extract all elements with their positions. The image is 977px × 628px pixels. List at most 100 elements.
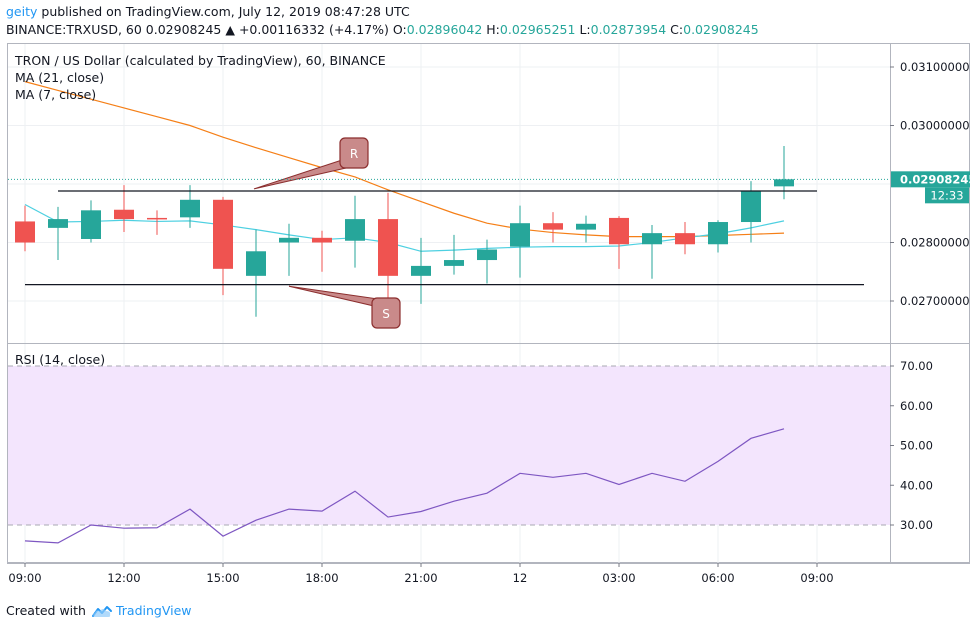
- candle-06:00: [708, 220, 728, 253]
- footer: Created with TradingView: [6, 603, 192, 618]
- candle-body: [213, 199, 233, 269]
- candle-body: [609, 217, 629, 245]
- price-axis[interactable]: 0.03100000 0.03000000 0.02800000 0.02700000…: [890, 60, 976, 308]
- ohlc-close-key: C:: [670, 22, 684, 37]
- rsi-tick-label: 30.00: [900, 518, 933, 532]
- candle-body: [114, 209, 134, 220]
- published-text: published on TradingView.com, July 12, 2…: [41, 4, 410, 19]
- candle-body: [411, 265, 431, 276]
- up-triangle-icon: ▲: [225, 22, 235, 37]
- ma7-line: [24, 203, 785, 252]
- callout-label: R: [350, 147, 358, 161]
- candle-08:00: [774, 145, 794, 200]
- countdown-tag-label: 12:33: [930, 188, 963, 202]
- candle-body: [708, 222, 728, 245]
- ohlc-high-value: 0.02965251: [499, 22, 576, 37]
- last-price: 0.02908245: [145, 22, 222, 37]
- candle-17:00: [279, 223, 299, 276]
- created-with-label: Created with: [6, 603, 86, 618]
- candle-14:00: [180, 185, 200, 228]
- rsi-line: [24, 428, 785, 544]
- ma21-series: [24, 81, 785, 238]
- ohlc-close-value: 0.02908245: [683, 22, 759, 37]
- countdown-tag: [925, 187, 969, 204]
- price-tick-label: 0.02700000: [900, 294, 970, 308]
- candle-04:00: [642, 224, 662, 279]
- candle-11:00: [81, 200, 101, 243]
- candle-body: [279, 237, 299, 243]
- candle-12:00: [114, 185, 134, 232]
- candle-07:00: [741, 181, 761, 243]
- legend-rsi[interactable]: RSI (14, close): [15, 352, 105, 367]
- candle-body: [147, 217, 167, 220]
- ma21-line: [24, 81, 785, 238]
- time-tick-label: 15:00: [206, 571, 239, 585]
- annotations[interactable]: RS: [253, 137, 401, 329]
- legend-ma7[interactable]: MA (7, close): [15, 87, 96, 102]
- time-axis[interactable]: 09:00 12:00 15:00 18:00 21:00 12 03:00 06:00 09:…: [8, 563, 834, 585]
- candle-18:00: [312, 230, 332, 272]
- price-change: +0.00116332 (+4.17%): [238, 22, 389, 37]
- candle-03:00: [609, 216, 629, 269]
- candles: [15, 145, 794, 317]
- callout-R: R: [253, 137, 369, 190]
- time-tick-label: 09:00: [800, 571, 833, 585]
- tradingview-cloud-icon: [91, 605, 112, 617]
- symbol-line: BINANCE:TRXUSD, 60: [6, 22, 142, 37]
- candle-body: [642, 233, 662, 245]
- candle-21:00: [411, 237, 431, 304]
- ohlc-high-key: H:: [486, 22, 500, 37]
- symbol-info: BINANCE:TRXUSD, 60 0.02908245 ▲ +0.00116…: [6, 22, 759, 37]
- candle-12: [510, 205, 530, 278]
- author-name[interactable]: geity: [6, 4, 38, 19]
- candle-16:00: [246, 229, 266, 317]
- callout-box: [339, 137, 369, 169]
- time-tick-label: 06:00: [701, 571, 734, 585]
- candle-body: [312, 237, 332, 243]
- legend-ma21[interactable]: MA (21, close): [15, 70, 104, 85]
- candle-body: [477, 249, 497, 261]
- time-tick-label: 09:00: [8, 571, 41, 585]
- candle-02:00: [576, 215, 596, 243]
- candle-body: [510, 223, 530, 247]
- ohlc-open-key: O:: [392, 22, 407, 37]
- candle-body: [246, 251, 266, 276]
- ma7-series: [24, 203, 785, 252]
- candle-body: [444, 260, 464, 266]
- candle-body: [180, 199, 200, 218]
- candle-09:00: [15, 205, 35, 252]
- last-price-tag: [891, 171, 970, 188]
- price-pane-frame: [7, 43, 970, 563]
- candle-15:00: [213, 196, 233, 296]
- support-resistance-lines[interactable]: [25, 190, 864, 286]
- callout-box: [371, 297, 401, 329]
- ohlc-low-value: 0.02873954: [590, 22, 667, 37]
- price-tick-label: 0.03100000: [900, 60, 970, 74]
- ohlc-open-value: 0.02896042: [406, 22, 483, 37]
- callout-pointer: [288, 285, 379, 307]
- candle-20:00: [378, 192, 398, 301]
- ohlc-low-key: L:: [579, 22, 591, 37]
- callout-pointer: [253, 159, 347, 190]
- callout-label: S: [382, 307, 390, 321]
- candle-body: [543, 223, 563, 230]
- candle-body: [774, 179, 794, 187]
- rsi-tick-label: 60.00: [900, 399, 933, 413]
- rsi-band: [8, 366, 890, 525]
- candle-body: [675, 233, 695, 245]
- rsi-axis[interactable]: 70.00 60.00 50.00 40.00 30.00: [890, 359, 933, 532]
- candle-19:00: [345, 195, 365, 268]
- rsi-tick-label: 50.00: [900, 439, 933, 453]
- last-price-tag-label: 0.02908245: [900, 172, 976, 186]
- candle-body: [576, 223, 596, 230]
- time-tick-label: 21:00: [404, 571, 437, 585]
- time-tick-label: 12:00: [107, 571, 140, 585]
- candle-body: [81, 210, 101, 239]
- tradingview-brand-link[interactable]: TradingView: [115, 603, 192, 618]
- candle-05:00: [675, 222, 695, 255]
- candle-body: [48, 219, 68, 228]
- price-tick-label: 0.03000000: [900, 119, 970, 133]
- price-tick-label: 0.02800000: [900, 236, 970, 250]
- candle-body: [741, 191, 761, 223]
